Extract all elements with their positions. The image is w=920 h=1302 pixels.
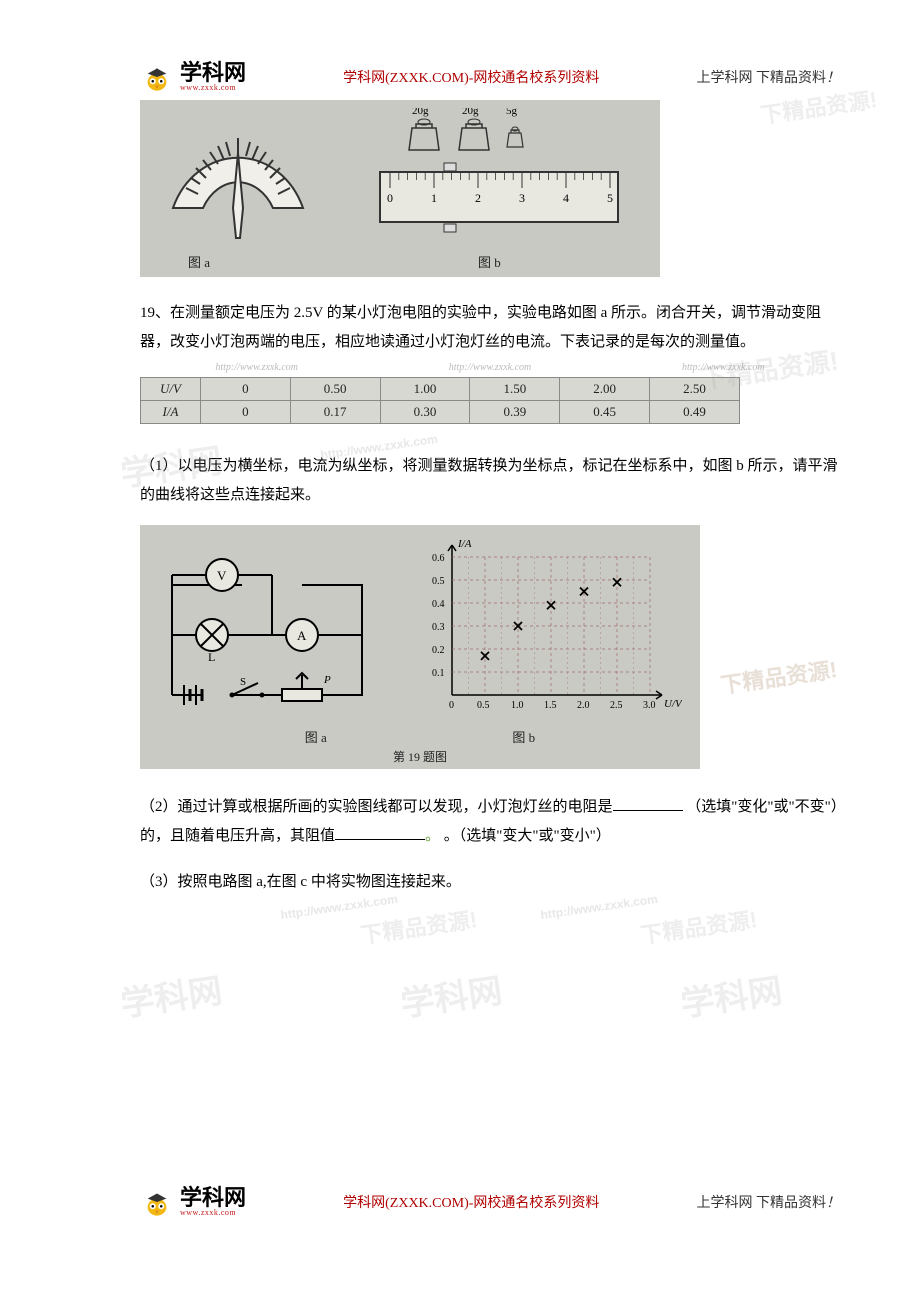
figure-a-gauge: 图 a	[158, 108, 318, 271]
fig19-number: 第 19 题图	[152, 748, 688, 765]
svg-text:0.1: 0.1	[432, 668, 445, 679]
weight-label: 20g	[412, 108, 429, 117]
svg-text:2.5: 2.5	[610, 700, 623, 711]
svg-text:20g: 20g	[462, 108, 479, 117]
weight-icon	[409, 119, 439, 150]
page-footer: 学科网 www.zxxk.com 学科网(ZXXK.COM)-网校通名校系列资料…	[0, 1175, 920, 1229]
svg-text:0: 0	[387, 191, 393, 205]
page-content: 图 a 20g 20g 5g	[140, 100, 840, 897]
svg-text:0.4: 0.4	[432, 599, 445, 610]
svg-text:5: 5	[607, 191, 613, 205]
watermark-row: http://www.zxxk.com http://www.zxxk.com …	[140, 362, 840, 373]
svg-text:1: 1	[431, 191, 437, 205]
logo: 学科网 www.zxxk.com	[140, 1185, 246, 1219]
logo: 学科网 www.zxxk.com	[140, 60, 246, 94]
logo-url: www.zxxk.com	[180, 1209, 246, 1217]
svg-text:S: S	[240, 676, 246, 688]
fig19-cap-b: 图 b	[512, 727, 535, 746]
svg-text:4: 4	[563, 191, 569, 205]
green-dot-icon: 。	[425, 828, 440, 844]
circuit-diagram: V L A	[152, 545, 382, 725]
svg-text:5g: 5g	[506, 108, 518, 117]
iv-chart: I/A U/V 0.1 0.2	[412, 535, 682, 725]
svg-text:0.2: 0.2	[432, 645, 445, 656]
svg-text:1.0: 1.0	[511, 700, 524, 711]
svg-text:1.5: 1.5	[544, 700, 557, 711]
graduate-owl-icon	[140, 60, 174, 94]
figure-top: 图 a 20g 20g 5g	[140, 100, 660, 277]
q19-part3: （3）按照电路图 a,在图 c 中将实物图连接起来。	[140, 868, 840, 897]
graduate-owl-icon	[140, 1185, 174, 1219]
table-row: I/A 0 0.17 0.30 0.39 0.45 0.49	[141, 401, 740, 424]
svg-text:0.5: 0.5	[477, 700, 490, 711]
svg-text:0.3: 0.3	[432, 622, 445, 633]
svg-text:0.5: 0.5	[432, 576, 445, 587]
figure-b-caption: 图 b	[478, 252, 638, 271]
blank-2[interactable]	[335, 825, 425, 840]
svg-text:2.0: 2.0	[577, 700, 590, 711]
fig19-cap-a: 图 a	[305, 727, 327, 746]
svg-text:P: P	[323, 674, 331, 686]
q19-part1: （1）以电压为横坐标，电流为纵坐标，将测量数据转换为坐标点，标记在坐标系中，如图…	[140, 452, 840, 509]
footer-center: 学科网(ZXXK.COM)-网校通名校系列资料	[343, 1192, 599, 1212]
table-row: U/V 0 0.50 1.00 1.50 2.00 2.50	[141, 378, 740, 401]
figure-b-ruler: 20g 20g 5g	[378, 108, 638, 271]
svg-text:I/A: I/A	[457, 538, 472, 550]
figure-a-caption: 图 a	[188, 252, 318, 271]
q19-part2: （2）通过计算或根据所画的实验图线都可以发现，小灯泡灯丝的电阻是 （选填"变化"…	[140, 793, 840, 850]
header-center: 学科网(ZXXK.COM)-网校通名校系列资料	[343, 67, 599, 87]
measurement-table: U/V 0 0.50 1.00 1.50 2.00 2.50 I/A 0 0.1…	[140, 377, 740, 424]
figure-19: V L A	[140, 525, 700, 769]
svg-text:3.0: 3.0	[643, 700, 656, 711]
svg-text:2: 2	[475, 191, 481, 205]
footer-right: 上学科网 下精品资料！	[697, 1192, 841, 1212]
logo-title: 学科网	[180, 1187, 246, 1209]
svg-text:0: 0	[449, 700, 454, 711]
page-header: 学科网 www.zxxk.com 学科网(ZXXK.COM)-网校通名校系列资料…	[0, 50, 920, 104]
svg-text:3: 3	[519, 191, 525, 205]
svg-text:A: A	[297, 628, 307, 643]
logo-url: www.zxxk.com	[180, 84, 246, 92]
svg-text:V: V	[217, 568, 227, 583]
logo-title: 学科网	[180, 62, 246, 84]
blank-1[interactable]	[613, 796, 683, 811]
svg-text:L: L	[208, 650, 215, 664]
svg-text:U/V: U/V	[664, 698, 682, 710]
q19-intro: 19、在测量额定电压为 2.5V 的某小灯泡电阻的实验中，实验电路如图 a 所示…	[140, 299, 840, 356]
header-right: 上学科网 下精品资料！	[697, 67, 841, 87]
svg-text:0.6: 0.6	[432, 553, 445, 564]
